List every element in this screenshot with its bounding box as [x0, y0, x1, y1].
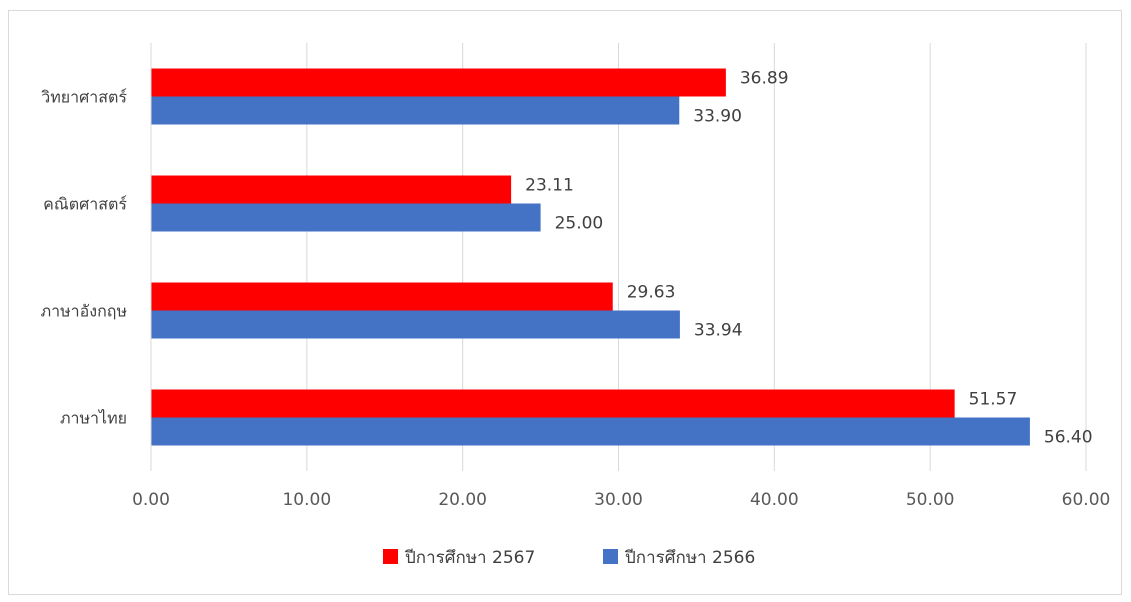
- bar-s1-c1: [151, 310, 680, 339]
- data-label-s1-c2: 25.00: [555, 214, 604, 234]
- category-label-2: คณิตศาสตร์: [43, 195, 127, 214]
- legend-label-0: ปีการศึกษา 2567: [404, 548, 535, 568]
- bar-chart: 0.00 10.00 20.00 30.00 40.00 50.00 60.00 ภาษาไท…: [41, 43, 1111, 568]
- data-label-s1-c0: 56.40: [1044, 428, 1093, 448]
- x-tick-label-4: 40.00: [750, 490, 799, 510]
- x-tick-label-5: 50.00: [906, 490, 955, 510]
- category-label-1: ภาษาอังกฤษ: [41, 302, 127, 321]
- bar-s0-c0: [151, 389, 955, 418]
- category-label-3: วิทยาศาสตร์: [41, 88, 127, 107]
- bar-s0-c1: [151, 282, 613, 311]
- legend-swatch-1: [603, 549, 618, 564]
- x-tick-label-6: 60.00: [1062, 490, 1111, 510]
- x-tick-label-2: 20.00: [438, 490, 487, 510]
- data-label-s1-c3: 33.90: [693, 107, 742, 127]
- x-tick-label-0: 0.00: [132, 490, 170, 510]
- data-label-s1-c1: 33.94: [694, 321, 743, 341]
- x-tick-label-3: 30.00: [594, 490, 643, 510]
- data-label-s0-c1: 29.63: [627, 283, 676, 303]
- data-label-s0-c0: 51.57: [969, 390, 1018, 410]
- legend-swatch-0: [383, 549, 398, 564]
- x-tick-label-1: 10.00: [282, 490, 331, 510]
- bar-s1-c3: [151, 96, 680, 125]
- bar-s0-c2: [151, 175, 512, 204]
- category-label-0: ภาษาไทย: [60, 409, 127, 428]
- bar-s0-c3: [151, 68, 726, 97]
- legend-label-1: ปีการศึกษา 2566: [624, 548, 755, 568]
- chart-frame: 0.00 10.00 20.00 30.00 40.00 50.00 60.00 ภาษาไท…: [8, 10, 1122, 595]
- bar-s1-c2: [151, 203, 541, 232]
- data-label-s0-c2: 23.11: [525, 176, 574, 196]
- data-label-s0-c3: 36.89: [740, 69, 789, 89]
- bar-s1-c0: [151, 417, 1030, 446]
